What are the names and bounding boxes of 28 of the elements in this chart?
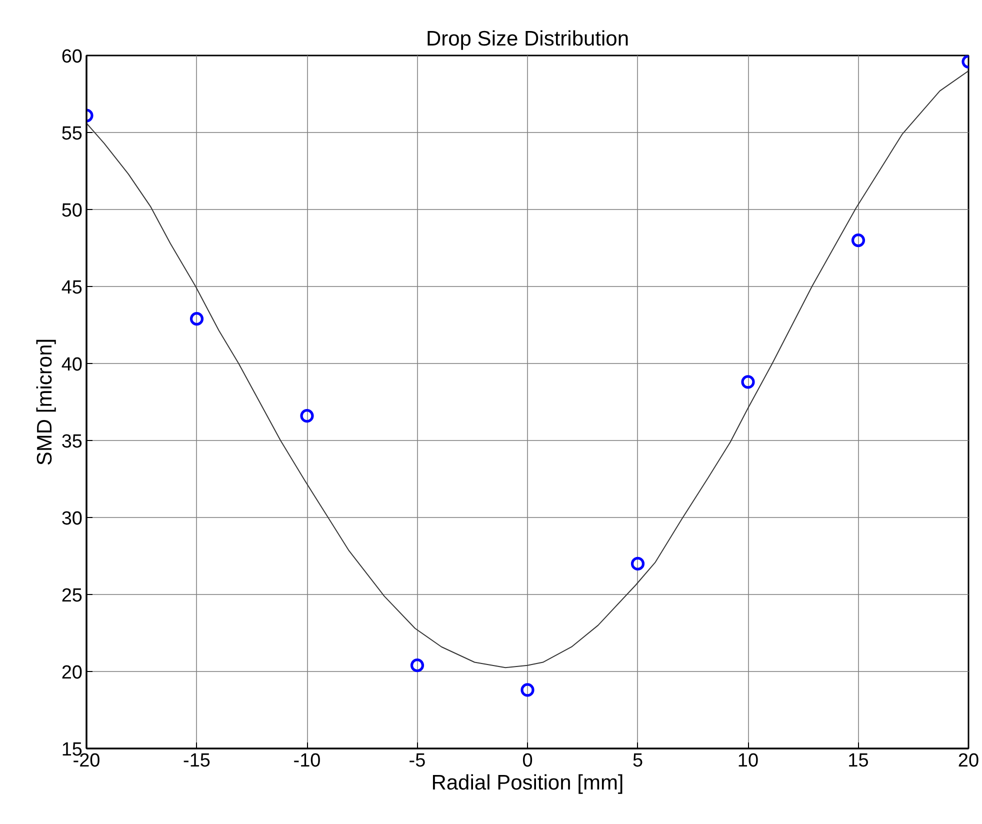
point <box>851 234 866 248</box>
point <box>520 683 534 697</box>
x-tick-label: 15 <box>848 750 869 772</box>
x-tick-label: 5 <box>632 750 644 772</box>
point <box>300 409 314 423</box>
x-tick-label: -10 <box>293 750 321 772</box>
y-axis-title: SMD [micron] <box>33 338 56 466</box>
y-tick-label: 25 <box>61 586 83 606</box>
point <box>630 556 645 570</box>
y-tick-label: 45 <box>61 278 83 298</box>
x-tick-label: 20 <box>958 750 980 772</box>
y-tick-label: 60 <box>61 46 83 68</box>
x-axis-title: Radial Position [mm] <box>431 772 624 794</box>
point <box>190 312 204 326</box>
x-tick-label: -15 <box>183 750 210 772</box>
y-tick-label: 30 <box>61 508 83 530</box>
point <box>410 658 424 672</box>
y-tick-label: 35 <box>61 432 83 452</box>
x-tick-label: -5 <box>408 750 426 772</box>
x-tick-label: 10 <box>737 750 759 772</box>
y-tick-label: 40 <box>61 354 83 376</box>
y-tick-label: 20 <box>61 662 83 684</box>
point <box>741 375 755 389</box>
x-tick-label: 0 <box>522 750 533 772</box>
y-tick-label: 55 <box>61 124 83 144</box>
chart-title: Drop Size Distribution <box>426 28 630 50</box>
y-tick-label: 50 <box>61 200 83 222</box>
line-series <box>86 70 968 668</box>
